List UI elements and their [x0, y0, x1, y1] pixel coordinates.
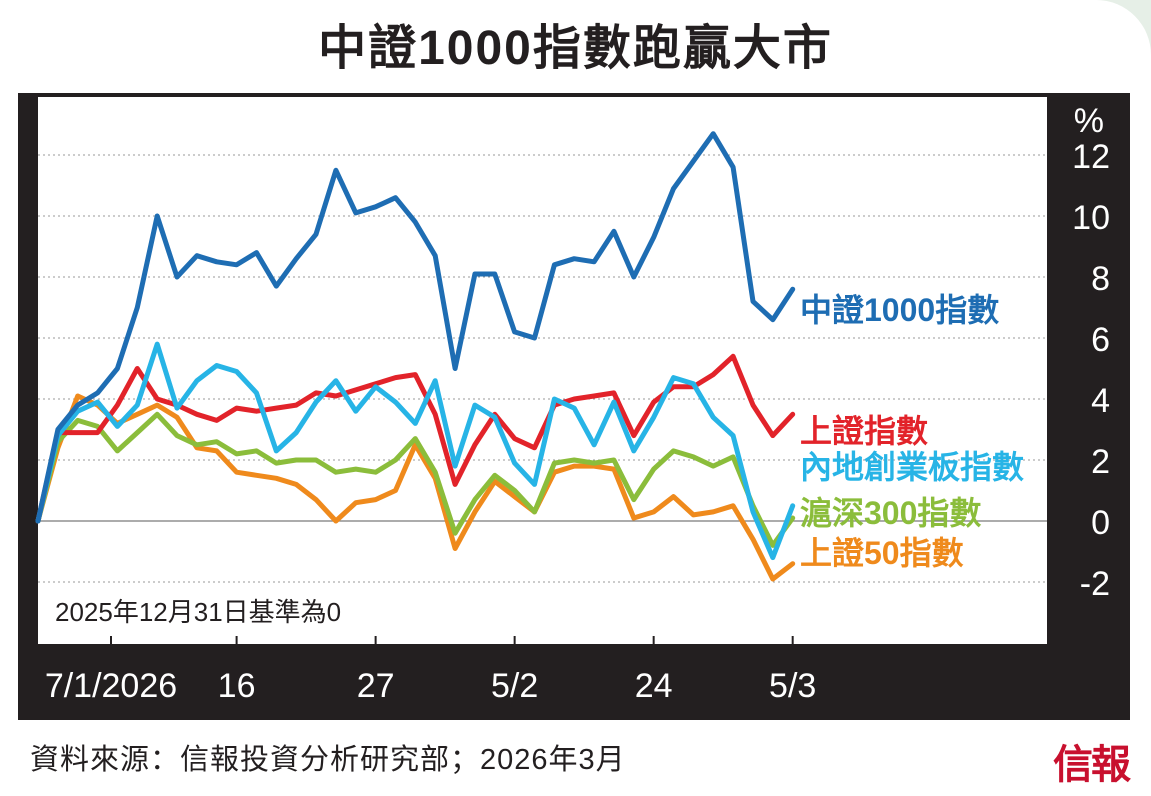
- y-tick-label: 10: [1072, 199, 1110, 237]
- x-tick-label: 7/1/2026: [45, 667, 177, 705]
- x-tick-label: 27: [357, 667, 395, 705]
- baseline-annotation: 2025年12月31日基準為0: [55, 597, 341, 627]
- y-tick-label: 6: [1091, 321, 1110, 359]
- x-tick-label: 5/2: [491, 667, 538, 705]
- y-tick-label: 2: [1091, 443, 1110, 481]
- y-tick-label: 4: [1091, 382, 1110, 420]
- legend-label-4: 上證50指數: [800, 535, 964, 571]
- series-line-4: [35, 393, 796, 582]
- brand-logo: 信報: [1053, 741, 1131, 788]
- y-tick-label: -2: [1080, 565, 1110, 603]
- legend-label-1: 上證指數: [800, 413, 928, 449]
- legend-label-2: 內地創業板指數: [800, 449, 1024, 485]
- series-line-2: [35, 341, 796, 561]
- chart-title: 中證1000指數跑贏大市: [318, 22, 833, 75]
- series-line-0: [35, 131, 796, 524]
- source-note: 資料來源：信報投資分析研究部；2026年3月: [30, 744, 626, 776]
- legend-label-3: 滬深300指數: [800, 495, 981, 531]
- y-tick-label: 12: [1072, 138, 1110, 176]
- y-tick-label: 0: [1091, 504, 1110, 542]
- x-tick-label: 16: [218, 667, 256, 705]
- y-axis-unit: %: [1074, 102, 1104, 140]
- series-line-3: [35, 411, 796, 548]
- x-tick-label: 5/3: [769, 667, 816, 705]
- y-tick-label: 8: [1091, 260, 1110, 298]
- x-tick-label: 24: [635, 667, 673, 705]
- legend-label-0: 中證1000指數: [800, 292, 999, 328]
